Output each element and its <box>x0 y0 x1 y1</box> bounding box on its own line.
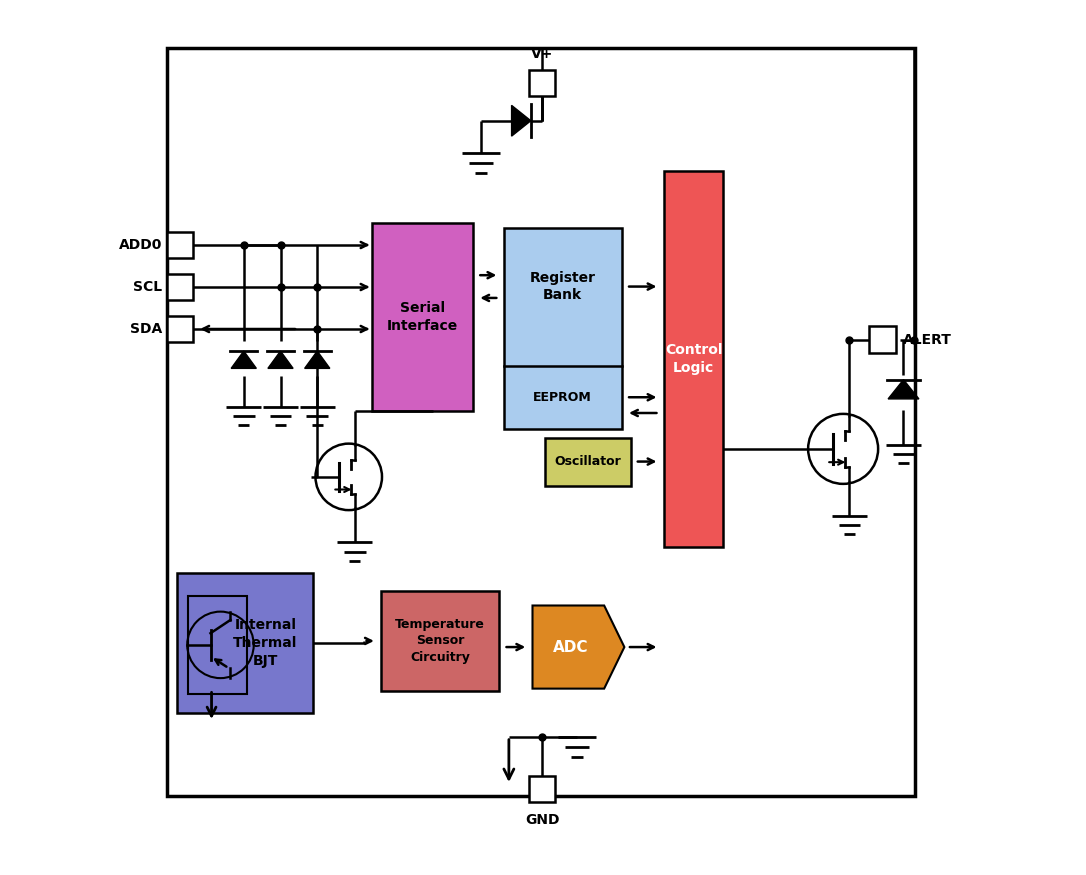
Text: GND: GND <box>525 813 559 827</box>
Text: Temperature
Sensor
Circuitry: Temperature Sensor Circuitry <box>395 618 485 664</box>
Text: ADC: ADC <box>554 640 589 654</box>
FancyBboxPatch shape <box>870 326 896 353</box>
Polygon shape <box>305 351 330 368</box>
Text: ADD0: ADD0 <box>119 238 163 252</box>
FancyBboxPatch shape <box>372 223 473 411</box>
FancyBboxPatch shape <box>167 316 193 342</box>
Text: ALERT: ALERT <box>902 332 951 346</box>
FancyBboxPatch shape <box>167 232 193 258</box>
Polygon shape <box>532 606 624 689</box>
FancyBboxPatch shape <box>545 438 631 486</box>
Text: Oscillator: Oscillator <box>554 455 621 468</box>
Polygon shape <box>268 351 293 368</box>
FancyBboxPatch shape <box>167 48 914 796</box>
FancyBboxPatch shape <box>529 776 555 802</box>
Text: SCL: SCL <box>134 280 163 294</box>
FancyBboxPatch shape <box>381 591 500 691</box>
Polygon shape <box>231 351 256 368</box>
Text: Control
Logic: Control Logic <box>665 343 722 374</box>
Text: Register
Bank: Register Bank <box>530 271 596 302</box>
Text: SDA: SDA <box>130 322 163 336</box>
FancyBboxPatch shape <box>504 228 622 429</box>
FancyBboxPatch shape <box>177 573 313 713</box>
FancyBboxPatch shape <box>167 274 193 300</box>
Polygon shape <box>512 105 531 136</box>
Text: V+: V+ <box>531 47 553 61</box>
Polygon shape <box>888 380 919 399</box>
Text: Serial
Interface: Serial Interface <box>387 301 458 333</box>
FancyBboxPatch shape <box>664 171 723 547</box>
FancyBboxPatch shape <box>529 70 555 96</box>
Text: Internal
Thermal
BJT: Internal Thermal BJT <box>233 619 298 668</box>
Text: EEPROM: EEPROM <box>533 391 592 403</box>
